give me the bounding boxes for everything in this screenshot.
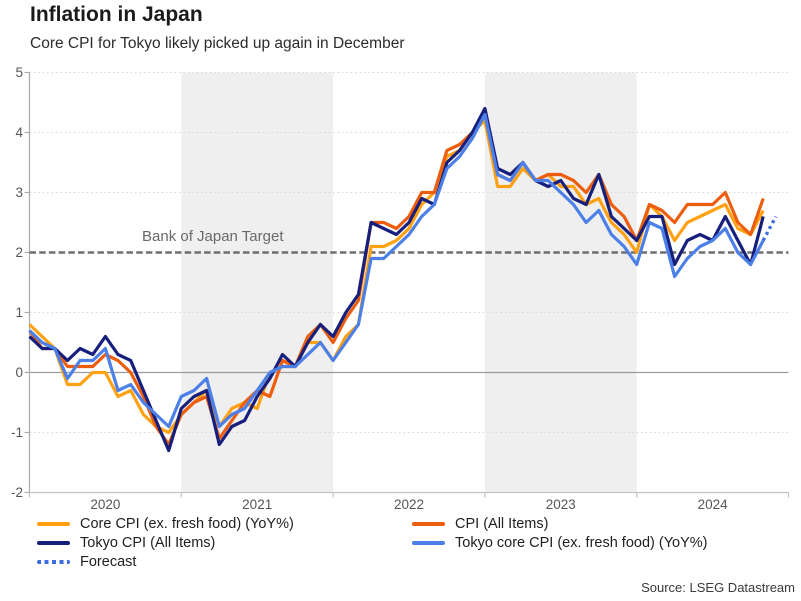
legend-swatch-tokyo-cpi [37,541,70,545]
boj-target-label: Bank of Japan Target [142,228,284,245]
legend-swatch-tokyo-core-cpi [412,541,445,545]
y-tick-label-1: 1 [15,305,23,320]
shaded-band-2021 [181,72,334,493]
legend-swatch-core-cpi [37,522,70,526]
legend-item-tokyo-core-cpi: Tokyo core CPI (ex. fresh food) (YoY%) [412,535,708,551]
source-note: Source: LSEG Datastream [641,580,795,595]
y-tick-label-5: 5 [15,65,23,80]
chart-title: Inflation in Japan [30,3,203,26]
x-year-label-2020: 2020 [90,497,120,512]
legend-label-core-cpi: Core CPI (ex. fresh food) (YoY%) [80,516,294,532]
legend-item-tokyo-cpi: Tokyo CPI (All Items) [37,535,215,551]
y-tick-label-2: 2 [15,245,23,260]
series-line-tokyo-core-cpi [28,112,765,429]
legend-label-tokyo-cpi: Tokyo CPI (All Items) [80,535,216,551]
legend-swatch-cpi-all-items [412,522,445,526]
y-tick-label--2: -2 [11,485,23,500]
y-tick-label-4: 4 [15,125,23,140]
y-tick-label-3: 3 [15,185,23,200]
legend-label-tokyo-core-cpi: Tokyo core CPI (ex. fresh food) (YoY%) [455,535,708,551]
x-year-label-2023: 2023 [546,497,576,512]
x-year-label-2022: 2022 [394,497,424,512]
legend-item-core-cpi: Core CPI (ex. fresh food) (YoY%) [37,516,294,532]
legend-label-forecast: Forecast [80,554,137,570]
x-year-label-2024: 2024 [698,497,729,512]
x-year-label-2021: 2021 [242,497,272,512]
shaded-band-2023 [484,72,637,493]
series-line-cpi-all-items [28,112,765,447]
y-tick-label-0: 0 [15,365,23,380]
series-line-core-cpi [28,118,765,435]
y-tick-label--1: -1 [11,425,23,440]
chart-subtitle: Core CPI for Tokyo likely picked up agai… [30,35,405,52]
legend-item-forecast: Forecast [37,554,136,570]
legend-swatch-forecast [37,560,70,564]
legend-item-cpi-all-items: CPI (All Items) [412,516,548,532]
legend-label-cpi-all-items: CPI (All Items) [455,516,549,532]
series-line-forecast [761,215,778,242]
